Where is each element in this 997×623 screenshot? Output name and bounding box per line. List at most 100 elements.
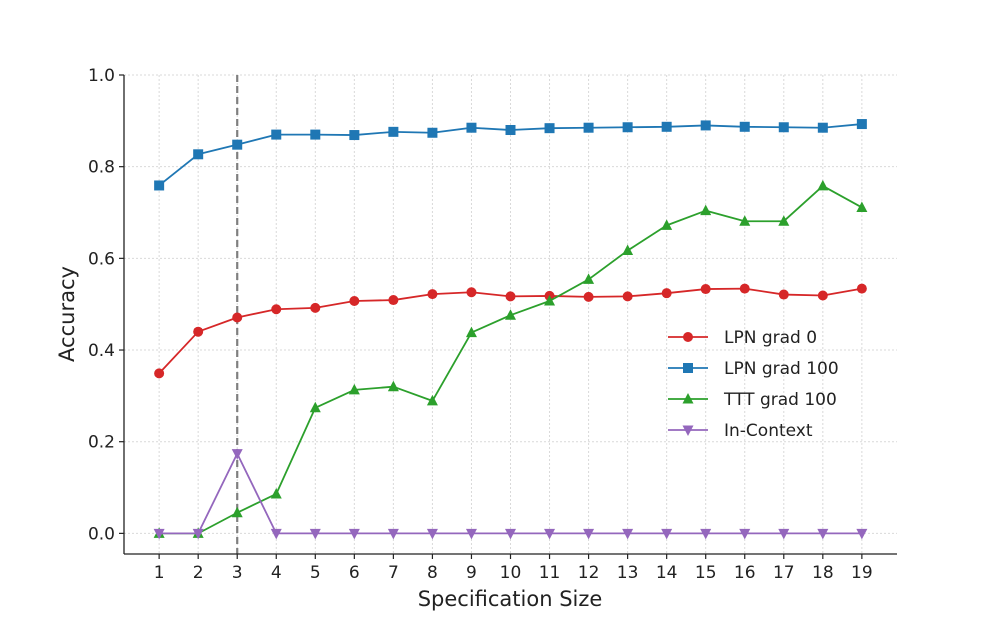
data-point-in-context bbox=[192, 528, 204, 540]
data-point-in-context bbox=[661, 528, 673, 540]
legend-marker bbox=[683, 363, 693, 373]
data-point-lpn-grad-0 bbox=[622, 291, 633, 302]
series-in-context bbox=[153, 449, 868, 540]
legend-marker bbox=[682, 425, 694, 436]
data-point-lpn-grad-100 bbox=[271, 129, 282, 140]
data-point-in-context bbox=[231, 449, 243, 460]
data-point-ttt-grad-100 bbox=[583, 273, 595, 284]
data-point-lpn-grad-0 bbox=[232, 312, 243, 323]
data-point-in-context bbox=[856, 528, 868, 540]
legend-label: TTT grad 100 bbox=[723, 390, 837, 410]
data-point-in-context bbox=[544, 528, 556, 540]
data-point-ttt-grad-100 bbox=[505, 309, 516, 320]
data-point-lpn-grad-100 bbox=[583, 122, 594, 133]
x-tick-label: 13 bbox=[617, 563, 639, 583]
data-point-in-context bbox=[426, 528, 438, 540]
x-tick-label: 11 bbox=[539, 563, 561, 583]
data-point-lpn-grad-0 bbox=[349, 295, 360, 306]
data-point-ttt-grad-100 bbox=[426, 394, 438, 406]
series-lpn-grad-100 bbox=[154, 119, 867, 191]
data-point-in-context bbox=[153, 528, 165, 540]
legend: LPN grad 0 LPN grad 100 TTT grad 100 In-Con… bbox=[668, 328, 839, 441]
data-point-lpn-grad-100 bbox=[310, 129, 321, 140]
series-layer bbox=[153, 119, 868, 540]
data-point-lpn-grad-0 bbox=[427, 289, 438, 300]
data-point-ttt-grad-100 bbox=[817, 179, 829, 191]
y-axis-label: Accuracy bbox=[55, 266, 79, 362]
data-point-ttt-grad-100 bbox=[387, 380, 399, 392]
x-tick-label: 16 bbox=[734, 563, 756, 583]
data-point-ttt-grad-100 bbox=[231, 506, 243, 518]
data-point-lpn-grad-0 bbox=[154, 368, 165, 379]
data-point-lpn-grad-0 bbox=[583, 291, 594, 302]
data-point-lpn-grad-0 bbox=[856, 283, 867, 294]
data-point-in-context bbox=[622, 528, 634, 540]
data-point-in-context bbox=[778, 528, 790, 540]
x-tick-label: 3 bbox=[232, 563, 243, 583]
x-tick-label: 17 bbox=[773, 563, 795, 583]
y-tick-label: 0.8 bbox=[88, 158, 115, 178]
data-point-lpn-grad-0 bbox=[193, 326, 204, 337]
x-tick-label: 7 bbox=[388, 563, 399, 583]
series-line-in-context bbox=[159, 452, 862, 535]
data-point-in-context bbox=[387, 528, 399, 540]
x-tick-label: 19 bbox=[851, 563, 873, 583]
data-point-lpn-grad-0 bbox=[700, 284, 711, 295]
data-point-ttt-grad-100 bbox=[661, 219, 673, 230]
data-point-lpn-grad-100 bbox=[349, 130, 360, 141]
x-tick-label: 15 bbox=[695, 563, 717, 583]
data-point-in-context bbox=[583, 528, 595, 540]
x-tick-label: 6 bbox=[349, 563, 360, 583]
data-point-lpn-grad-100 bbox=[622, 122, 633, 133]
data-point-in-context bbox=[505, 528, 516, 540]
legend-label: In-Context bbox=[724, 421, 813, 441]
series-lpn-grad-0 bbox=[154, 283, 867, 379]
data-point-lpn-grad-100 bbox=[778, 122, 789, 133]
y-tick-label: 0.6 bbox=[88, 249, 115, 269]
x-tick-label: 12 bbox=[578, 563, 600, 583]
data-point-in-context bbox=[700, 528, 712, 540]
data-point-lpn-grad-100 bbox=[700, 120, 711, 131]
data-point-lpn-grad-100 bbox=[388, 126, 399, 137]
data-point-ttt-grad-100 bbox=[544, 294, 556, 306]
data-point-ttt-grad-100 bbox=[622, 244, 634, 256]
data-point-lpn-grad-0 bbox=[505, 291, 516, 302]
data-point-lpn-grad-100 bbox=[856, 119, 867, 130]
y-tick-label: 0.2 bbox=[88, 433, 115, 453]
x-tick-label: 9 bbox=[466, 563, 477, 583]
legend-label: LPN grad 0 bbox=[724, 328, 817, 348]
legend-marker bbox=[683, 332, 693, 342]
data-point-ttt-grad-100 bbox=[856, 201, 868, 212]
data-point-ttt-grad-100 bbox=[348, 383, 360, 395]
data-point-lpn-grad-100 bbox=[505, 125, 516, 136]
data-point-ttt-grad-100 bbox=[700, 204, 712, 216]
data-point-lpn-grad-0 bbox=[739, 283, 750, 294]
data-point-lpn-grad-100 bbox=[193, 149, 204, 160]
data-point-ttt-grad-100 bbox=[778, 215, 790, 226]
data-point-lpn-grad-100 bbox=[466, 122, 477, 133]
data-point-lpn-grad-100 bbox=[817, 122, 828, 133]
legend-label: LPN grad 100 bbox=[724, 359, 839, 379]
x-tick-label: 4 bbox=[271, 563, 282, 583]
legend-item-lpn-grad-100: LPN grad 100 bbox=[668, 359, 839, 379]
data-point-lpn-grad-0 bbox=[388, 295, 399, 306]
x-tick-label: 2 bbox=[193, 563, 204, 583]
x-tick-label: 1 bbox=[154, 563, 165, 583]
x-axis-label: Specification Size bbox=[418, 587, 603, 611]
data-point-lpn-grad-100 bbox=[661, 121, 672, 132]
x-tick-label: 14 bbox=[656, 563, 678, 583]
legend-item-in-context: In-Context bbox=[668, 421, 813, 441]
x-tick-label: 18 bbox=[812, 563, 834, 583]
data-point-in-context bbox=[309, 528, 321, 540]
data-point-lpn-grad-100 bbox=[544, 123, 555, 134]
x-tick-label: 8 bbox=[427, 563, 438, 583]
data-point-lpn-grad-100 bbox=[154, 180, 165, 191]
data-point-lpn-grad-100 bbox=[232, 139, 243, 150]
data-point-ttt-grad-100 bbox=[465, 326, 477, 338]
data-point-in-context bbox=[739, 528, 751, 540]
axes: 0.00.20.40.60.81.01 2 3 4 5 6 7 8 9 10 11 12 13 14 15 1… bbox=[88, 66, 897, 583]
data-point-in-context bbox=[465, 528, 477, 540]
data-point-lpn-grad-0 bbox=[661, 288, 672, 299]
legend-item-ttt-grad-100: TTT grad 100 bbox=[668, 390, 837, 410]
